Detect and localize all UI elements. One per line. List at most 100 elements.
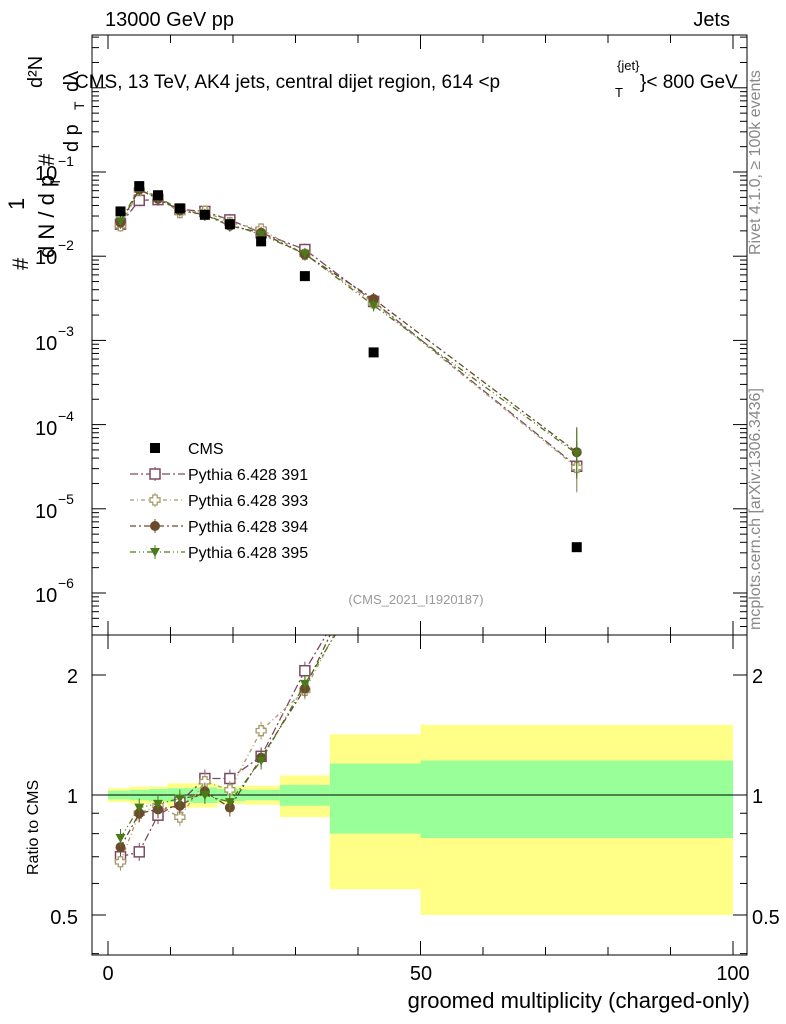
legend-marker <box>149 494 161 506</box>
series-4 <box>115 181 582 479</box>
series-point <box>571 449 582 459</box>
ratio-panel-frame <box>91 634 748 956</box>
plot-title: CMS, 13 TeV, AK4 jets, central dijet reg… <box>75 58 738 100</box>
ratio-point <box>224 784 236 796</box>
ratio-stat-band <box>420 760 733 839</box>
ratio-point <box>174 811 186 823</box>
watermark-rivet: Rivet 4.1.0, ≥ 100k events <box>747 70 764 255</box>
ratio-point <box>369 554 379 564</box>
ratio-point <box>255 725 267 737</box>
legend-marker <box>150 521 160 531</box>
main-y-tick-labels: 10−1 10−2 10−3 10−4 10−5 10−6 <box>35 153 74 607</box>
ratio-point <box>572 348 582 357</box>
plot-title-sup: {jet} <box>617 58 640 73</box>
legend-entry: Pythia 6.428 395 <box>130 545 308 562</box>
energy-label: 13000 GeV pp <box>105 9 234 31</box>
svg-text:−3: −3 <box>58 323 74 339</box>
series-line <box>119 198 578 467</box>
y-label-dn: d N / d p <box>34 175 59 258</box>
y-label-dpt: d p <box>61 124 83 152</box>
main-panel <box>91 34 748 636</box>
watermark-mcplots: mcplots.cern.ch [arXiv:1306.3436] <box>747 388 764 630</box>
ratio-point <box>369 550 379 560</box>
legend-label: Pythia 6.428 395 <box>188 545 308 562</box>
legend-marker <box>150 548 160 557</box>
series-line <box>119 186 578 455</box>
ratio-panel <box>91 341 748 956</box>
y-label-t1: T <box>47 177 63 186</box>
ratio-point <box>572 412 582 422</box>
ratio-ticks-layer <box>92 635 747 955</box>
y-main-axis-label: # 1 d N / d p T # d²N d p T dλ <box>4 56 87 270</box>
svg-text:10: 10 <box>35 418 57 440</box>
ratio-y-tick-05-right: 0.5 <box>752 907 780 929</box>
series-point <box>368 301 379 311</box>
series-point <box>115 217 126 227</box>
ratio-y-tick-1-right: 1 <box>752 786 763 808</box>
ratio-point <box>369 537 379 547</box>
legend-label: Pythia 6.428 394 <box>188 519 308 536</box>
y-label-one: 1 <box>4 198 29 210</box>
data-point <box>153 190 163 201</box>
ratio-series-line <box>120 635 327 858</box>
category-label: Jets <box>693 9 730 31</box>
series-point <box>256 230 267 240</box>
legend: CMS Pythia 6.428 391 Pythia 6.428 393 Pythi… <box>130 441 308 562</box>
series-2 <box>114 184 583 493</box>
svg-text:−6: −6 <box>58 575 74 591</box>
x-axis-label: groomed multiplicity (charged-only) <box>408 988 750 1013</box>
data-series <box>115 181 582 553</box>
ratio-point <box>256 756 267 766</box>
plot-title-sub: T <box>615 85 623 100</box>
data-point <box>174 203 185 214</box>
y-tick-label: 10−2 <box>35 237 74 269</box>
legend-label: Pythia 6.428 391 <box>188 467 308 484</box>
main-series-layer <box>114 181 583 553</box>
ratio-point <box>572 341 582 351</box>
data-point <box>299 271 310 282</box>
ratio-point <box>299 664 311 677</box>
ratio-series-line <box>119 635 337 839</box>
data-point <box>134 181 145 192</box>
ratio-point <box>572 408 582 418</box>
ratio-point <box>115 834 126 844</box>
ratio-y-label: Ratio to CMS <box>25 780 42 875</box>
y-label-hash-1: # <box>8 257 33 270</box>
ratio-point <box>199 791 210 800</box>
legend-label: Pythia 6.428 393 <box>188 493 308 510</box>
plot-title-start: CMS, 13 TeV, AK4 jets, central dijet reg… <box>75 72 500 93</box>
legend-entry: Pythia 6.428 393 <box>130 493 308 510</box>
svg-text:−4: −4 <box>58 408 74 424</box>
series-line <box>119 189 578 468</box>
ratio-point <box>299 679 310 689</box>
y-label-d2n: d²N <box>25 56 47 88</box>
ratio-y-tick-05: 0.5 <box>50 907 78 929</box>
legend-entry: Pythia 6.428 391 <box>130 467 308 484</box>
y-label-dlambda: dλ <box>61 71 83 92</box>
svg-text:−2: −2 <box>58 237 74 253</box>
ratio-point <box>115 842 126 853</box>
legend-entry: Pythia 6.428 394 <box>130 519 308 536</box>
y-tick-label: 10−1 <box>35 153 74 185</box>
svg-text:10: 10 <box>35 333 57 355</box>
data-point <box>115 206 126 217</box>
ratio-y-tick-2-right: 2 <box>752 666 763 688</box>
svg-text:10: 10 <box>35 585 57 607</box>
data-point <box>199 209 210 220</box>
series-1 <box>114 193 583 492</box>
y-tick-label: 10−3 <box>35 323 74 355</box>
svg-text:10: 10 <box>35 247 57 269</box>
data-point <box>368 347 379 358</box>
data-point <box>224 219 235 230</box>
y-tick-label: 10−5 <box>35 491 74 523</box>
ratio-point <box>199 776 211 788</box>
series-3 <box>115 183 582 478</box>
y-tick-label: 10−6 <box>35 575 74 607</box>
ratio-point <box>134 803 145 813</box>
x-tick-50: 50 <box>410 963 432 985</box>
legend-marker <box>149 468 161 480</box>
analysis-id: (CMS_2021_I1920187) <box>348 592 483 607</box>
ratio-point <box>224 798 235 808</box>
series-point <box>299 249 310 259</box>
